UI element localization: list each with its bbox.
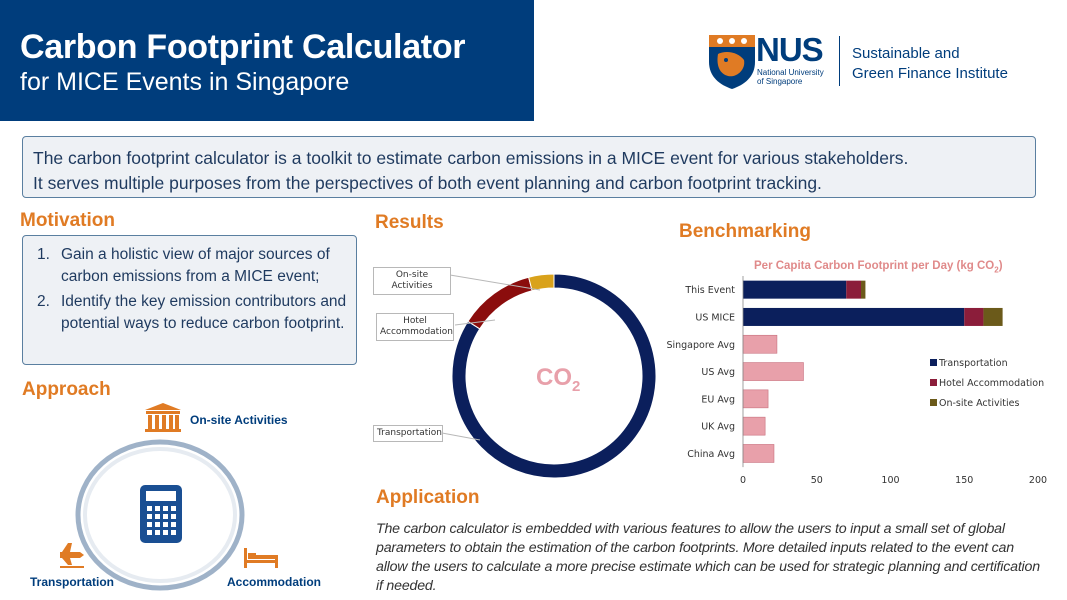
institute-line2: Green Finance Institute [852, 65, 1008, 82]
bench-x-tick: 50 [811, 475, 823, 486]
bench-bar-segment [742, 416, 766, 436]
approach-diagram [60, 403, 278, 591]
benchmarking-heading: Benchmarking [679, 221, 811, 242]
motivation-item-text: Identify the key emission contributors a… [61, 293, 347, 332]
nus-acronym: NUS [756, 31, 824, 68]
callout-hotel: Hotel Accommodation [376, 313, 454, 341]
bench-bar-segment [861, 280, 866, 299]
bench-category-label: This Event [684, 285, 735, 296]
callout-transport: Transportation [373, 425, 443, 442]
bench-bar-segment [742, 444, 775, 463]
legend-label: Transportation [938, 358, 1008, 369]
bench-category-label: China Avg [687, 449, 735, 460]
nus-logo: NUS National University of Singapore Sus… [706, 31, 1026, 92]
donut-slice-transportation [451, 273, 657, 479]
title-band [0, 0, 534, 121]
callout-hotel-line2: Accommodation [380, 327, 453, 337]
intro-line1: The carbon footprint calculator is a too… [33, 148, 909, 168]
bench-chart-title-text: Per Capita Carbon Footprint per Day (kg … [754, 260, 995, 272]
co2-subscript: 2 [572, 377, 581, 395]
donut-slice-on-site-activities [528, 273, 555, 292]
bench-category-label: EU Avg [701, 394, 735, 405]
bench-bar-segment [846, 280, 861, 299]
bench-bar-segment [743, 307, 965, 326]
onsite-activities-label: On-site Activities [190, 413, 288, 427]
benchmark-bar-chart: This Event US MICE Singapore Avg US Avg EU A… [666, 276, 1047, 486]
accommodation-label: Accommodation [227, 575, 322, 589]
bench-category-label: US Avg [701, 367, 735, 378]
approach-heading: Approach [22, 379, 111, 400]
page-title: Carbon Footprint Calculator [20, 28, 466, 66]
callout-onsite: On-site Activities [373, 267, 451, 295]
motivation-item-number: 1. [37, 246, 50, 263]
legend-swatch [930, 379, 937, 386]
motivation-box: 1. Gain a holistic view of major sources… [22, 235, 357, 365]
legend-swatch [930, 399, 937, 406]
callout-hotel-line1: Hotel [403, 316, 427, 326]
bench-bar-segment [964, 307, 984, 326]
bench-category-label: Singapore Avg [666, 340, 735, 351]
legend-swatch [930, 359, 937, 366]
airplane-icon [60, 543, 84, 568]
bench-chart-title: Per Capita Carbon Footprint per Day (kg … [754, 260, 1003, 274]
calculator-icon [140, 485, 182, 543]
application-text: The carbon calculator is embedded with v… [376, 521, 1040, 594]
bench-x-tick: 100 [881, 475, 899, 486]
nus-name-line2: of Singapore [757, 77, 803, 86]
bench-bar-segment [742, 389, 769, 409]
motivation-item-number: 2. [37, 293, 50, 310]
legend-label: On-site Activities [939, 398, 1019, 409]
callout-lines [441, 274, 541, 441]
bench-bar-segment [983, 307, 1003, 326]
co2-text: CO [536, 364, 572, 391]
application-heading: Application [376, 487, 480, 508]
logo-divider [839, 36, 840, 86]
motivation-item: 2. Identify the key emission contributor… [31, 291, 348, 334]
bench-bar-segment [743, 280, 847, 299]
bench-chart-title-tail: ) [998, 260, 1003, 272]
institute-name: Sustainable and Green Finance Institute [852, 44, 1008, 84]
bed-icon [244, 548, 278, 568]
bench-category-label: UK Avg [701, 422, 735, 433]
bench-x-tick: 0 [740, 475, 746, 486]
bench-bar-segment [742, 334, 778, 354]
intro-box: The carbon footprint calculator is a too… [22, 136, 1036, 198]
bench-chart-title-sub: 2 [994, 265, 999, 275]
institute-line1: Sustainable and [852, 45, 960, 62]
motivation-item: 1. Gain a holistic view of major sources… [31, 244, 348, 287]
nus-name-line1: National University [757, 68, 824, 77]
co2-center-label: CO2 [536, 364, 580, 395]
results-heading: Results [375, 212, 444, 233]
motivation-heading: Motivation [20, 210, 115, 231]
transportation-label: Transportation [30, 575, 115, 589]
bench-x-tick: 200 [1029, 475, 1047, 486]
bench-x-tick: 150 [955, 475, 973, 486]
results-donut-chart [451, 273, 657, 479]
intro-line2: It serves multiple purposes from the per… [33, 173, 822, 193]
bench-bar-segment [742, 362, 804, 381]
motivation-item-text: Gain a holistic view of major sources of… [61, 246, 330, 285]
bench-category-label: US MICE [695, 312, 735, 323]
nus-name: National University of Singapore [757, 68, 824, 86]
building-icon [145, 403, 181, 432]
legend-label: Hotel Accommodation [939, 378, 1044, 389]
page-subtitle: for MICE Events in Singapore [20, 68, 350, 96]
nus-crest-icon [709, 35, 755, 89]
